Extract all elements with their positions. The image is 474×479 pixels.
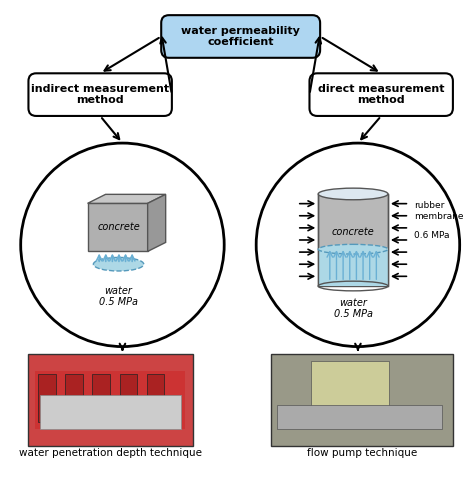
- Text: concrete: concrete: [332, 227, 374, 237]
- Bar: [119, 374, 137, 422]
- Bar: [277, 405, 442, 429]
- Polygon shape: [147, 194, 166, 251]
- Text: water penetration depth technique: water penetration depth technique: [19, 448, 202, 458]
- Text: flow pump technique: flow pump technique: [307, 448, 417, 458]
- FancyBboxPatch shape: [28, 73, 172, 116]
- Bar: [318, 249, 388, 286]
- Text: water permeability
coefficient: water permeability coefficient: [181, 26, 300, 47]
- Text: concrete: concrete: [97, 222, 140, 232]
- Bar: [88, 204, 147, 251]
- FancyBboxPatch shape: [161, 15, 320, 58]
- Text: water
0.5 MPa: water 0.5 MPa: [99, 285, 138, 307]
- Ellipse shape: [93, 257, 144, 271]
- Bar: [38, 374, 55, 422]
- Text: direct measurement
method: direct measurement method: [318, 84, 445, 105]
- Bar: [311, 361, 389, 419]
- Bar: [92, 374, 110, 422]
- Text: rubber
membrane: rubber membrane: [414, 201, 464, 221]
- Bar: [271, 354, 453, 446]
- Text: indirect measurement
method: indirect measurement method: [31, 84, 169, 105]
- Polygon shape: [88, 194, 166, 204]
- Ellipse shape: [318, 244, 388, 254]
- Bar: [146, 374, 164, 422]
- Bar: [28, 354, 193, 446]
- Bar: [318, 194, 388, 286]
- Circle shape: [21, 143, 224, 347]
- Bar: [35, 371, 185, 429]
- Ellipse shape: [318, 188, 388, 200]
- Bar: [40, 395, 181, 429]
- Circle shape: [256, 143, 460, 347]
- Text: water
0.5 MPa: water 0.5 MPa: [334, 297, 373, 319]
- Bar: [65, 374, 83, 422]
- FancyBboxPatch shape: [310, 73, 453, 116]
- Text: 0.6 MPa: 0.6 MPa: [414, 231, 450, 240]
